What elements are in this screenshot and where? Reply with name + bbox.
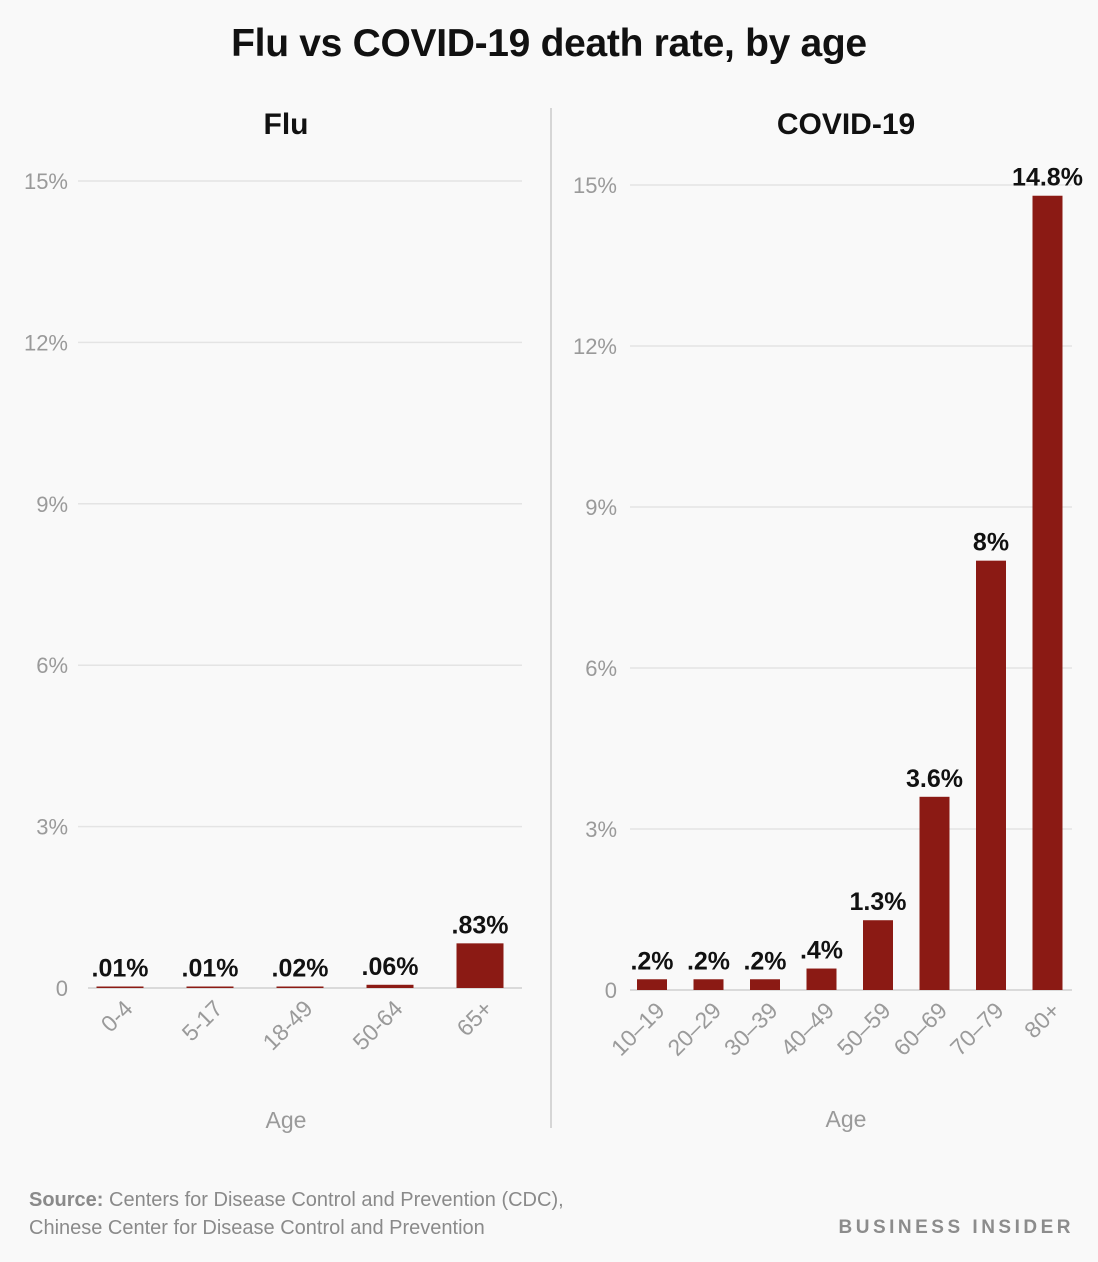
covid-ytick-label: 9%	[585, 495, 617, 520]
covid-data-label: .2%	[687, 947, 730, 975]
covid-panel-title: COVID-19	[777, 108, 915, 141]
covid-bar	[1032, 195, 1063, 990]
covid-ytick-label: 12%	[573, 334, 617, 359]
charts-canvas: Flu 0 3% 6% 9% 12% 15% .01% 0-4 .01% 5-17 .02% 18-49…	[24, 108, 1083, 1133]
covid-category-label: 10–19	[606, 997, 670, 1061]
flu-bar	[276, 986, 324, 988]
covid-x-axis-label: Age	[826, 1106, 867, 1132]
covid-category-label: 70–79	[945, 997, 1009, 1061]
flu-ytick-label: 9%	[36, 492, 68, 517]
flu-ytick-label: 12%	[24, 330, 68, 355]
flu-panel-title: Flu	[264, 108, 309, 141]
flu-data-label: .02%	[272, 955, 329, 983]
covid-data-label: .4%	[800, 937, 843, 965]
covid-ytick-label: 0	[605, 978, 617, 1003]
flu-ytick-label: 6%	[36, 653, 68, 678]
flu-ytick-label: 15%	[24, 169, 68, 194]
main-title: Flu vs COVID-19 death rate, by age	[231, 22, 867, 65]
covid-category-label: 80+	[1019, 997, 1065, 1043]
covid-data-label: 1.3%	[850, 888, 907, 916]
flu-category-label: 65+	[452, 995, 498, 1041]
flu-ytick-label: 0	[56, 976, 68, 1001]
flu-data-label: .01%	[92, 955, 149, 983]
covid-data-label: 14.8%	[1012, 164, 1083, 192]
covid-bar	[919, 796, 950, 990]
covid-category-label: 20–29	[662, 997, 726, 1061]
covid-category-label: 60–69	[888, 997, 952, 1061]
covid-data-label: 3.6%	[906, 765, 963, 793]
covid-bar	[863, 920, 893, 990]
brand-logo: BUSINESS INSIDER	[838, 1217, 1074, 1238]
source-line-2: Chinese Center for Disease Control and P…	[29, 1217, 485, 1239]
flu-category-label: 18-49	[258, 995, 318, 1055]
flu-data-label: .83%	[452, 911, 509, 939]
covid-data-label: 8%	[973, 529, 1009, 557]
covid-data-label: .2%	[630, 947, 673, 975]
covid-bar	[750, 979, 780, 990]
covid-ytick-label: 15%	[573, 173, 617, 198]
covid-category-label: 40–49	[775, 997, 839, 1061]
flu-bar	[186, 986, 234, 988]
flu-bar	[456, 943, 504, 988]
flu-category-label: 5-17	[177, 995, 228, 1046]
covid-bar	[637, 979, 667, 990]
source-line-1: Centers for Disease Control and Preventi…	[103, 1189, 564, 1211]
flu-bar	[366, 984, 414, 988]
flu-category-label: 50-64	[348, 995, 408, 1055]
covid-data-label: .2%	[743, 947, 786, 975]
covid-ytick-label: 3%	[585, 817, 617, 842]
flu-category-label: 0-4	[96, 995, 138, 1037]
flu-ytick-label: 3%	[36, 815, 68, 840]
flu-bar	[96, 986, 144, 988]
source-note: Source: Centers for Disease Control and …	[29, 1186, 564, 1242]
covid-category-label: 30–39	[719, 997, 783, 1061]
flu-x-axis-label: Age	[266, 1107, 307, 1133]
covid-ytick-label: 6%	[585, 656, 617, 681]
covid-category-label: 50–59	[832, 997, 896, 1061]
flu-data-label: .06%	[362, 953, 419, 981]
source-label: Source:	[29, 1189, 104, 1211]
covid-bar	[693, 979, 724, 990]
covid-bar	[976, 560, 1006, 990]
covid-bar	[806, 968, 837, 990]
flu-data-label: .01%	[182, 955, 239, 983]
